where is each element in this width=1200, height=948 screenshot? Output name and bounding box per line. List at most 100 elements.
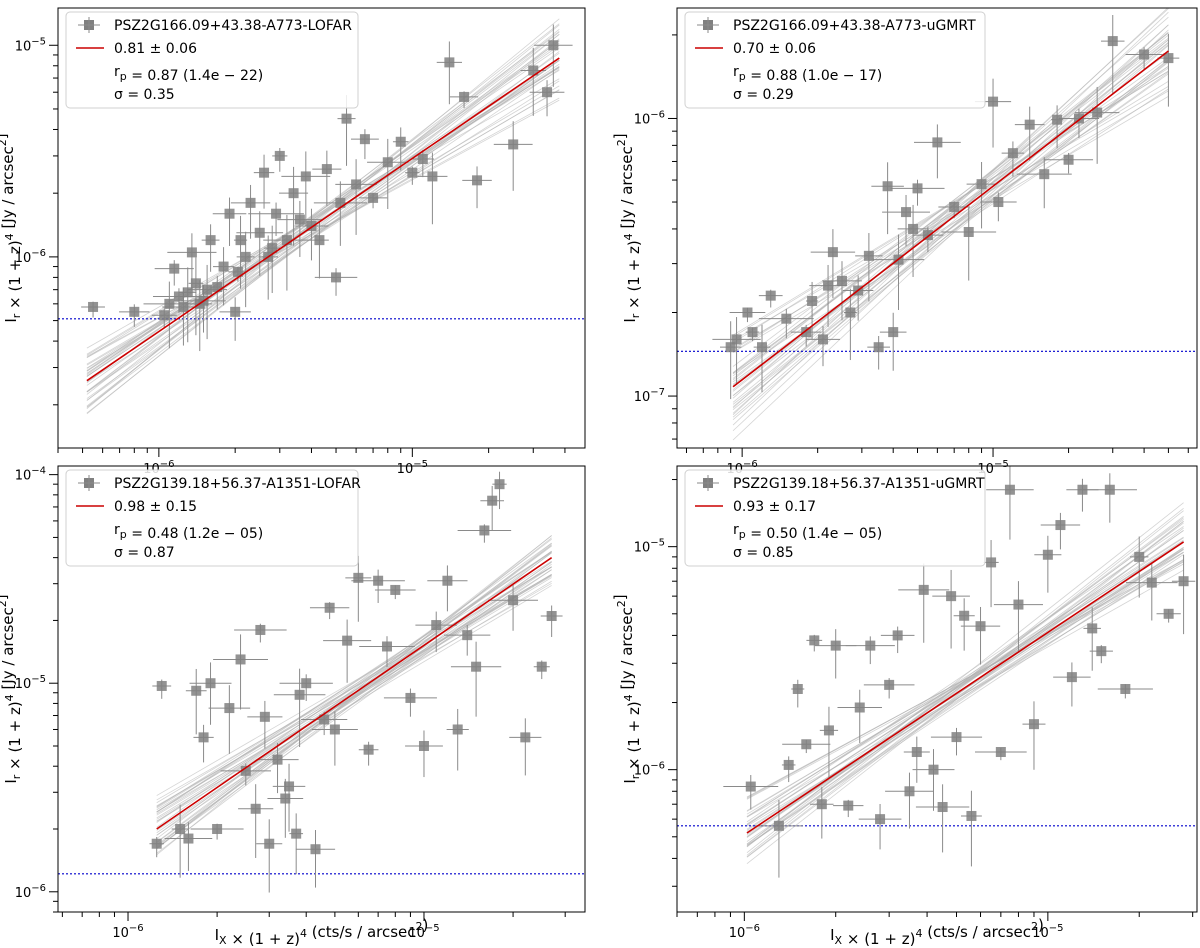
y-axis-label: Ir × (1 + z)4 [Jy / arcsec2] — [0, 594, 24, 783]
data-point — [747, 327, 758, 338]
legend-correlation-label: rp = 0.87 (1.4e − 22) — [114, 64, 263, 84]
data-point — [966, 810, 977, 821]
legend-fit-label: 0.98 ± 0.15 — [114, 499, 197, 515]
data-point — [817, 334, 828, 345]
bootstrap-line — [732, 88, 1169, 375]
data-point — [390, 584, 401, 595]
data-point — [932, 137, 943, 148]
y-tick-label: 10−6 — [15, 248, 46, 266]
data-point — [245, 197, 256, 208]
data-point — [294, 214, 305, 225]
legend-series-label: PSZ2G166.09+43.38-A773-uGMRT — [733, 18, 976, 34]
bootstrap-line — [746, 529, 1184, 838]
x-tick-label: 10−5 — [397, 459, 428, 477]
data-point — [373, 575, 384, 586]
data-point — [351, 179, 362, 190]
legend: PSZ2G139.18+56.37-A1351-uGMRT 0.93 ± 0.17… — [684, 469, 986, 567]
data-point — [319, 714, 330, 725]
bootstrap-line — [86, 80, 560, 383]
x-tick-label: 10−5 — [408, 923, 439, 941]
data-point — [353, 572, 364, 583]
bootstrap-line — [156, 543, 552, 849]
data-point — [1039, 169, 1050, 180]
data-point — [1120, 684, 1131, 694]
bootstrap-line — [156, 575, 552, 807]
data-point — [274, 150, 285, 161]
data-point — [548, 40, 559, 51]
data-point — [1163, 608, 1174, 619]
data-point — [395, 136, 406, 147]
data-point — [235, 235, 246, 246]
data-point — [169, 263, 180, 274]
data-point — [959, 610, 970, 621]
plot-area — [58, 18, 585, 415]
data-point — [186, 247, 197, 258]
data-point — [272, 754, 283, 765]
data-point — [863, 250, 874, 261]
data-point — [301, 678, 312, 689]
data-point — [1092, 107, 1103, 118]
data-point — [382, 157, 393, 168]
x-axis-label: IX × (1 + z)4 (cts/s / arcsec2) — [215, 916, 429, 948]
data-point — [843, 800, 854, 811]
legend-correlation-label: rp = 0.50 (1.4e − 05) — [733, 522, 882, 542]
fit-line — [746, 541, 1185, 834]
bootstrap-line — [746, 536, 1184, 818]
data-point — [988, 96, 999, 107]
data-point — [865, 640, 876, 651]
data-point — [745, 781, 756, 792]
data-point — [151, 838, 162, 849]
data-point — [418, 740, 429, 751]
bootstrap-line — [746, 554, 1184, 846]
data-point — [250, 803, 261, 814]
data-point — [1024, 119, 1035, 130]
bootstrap-line — [86, 66, 560, 377]
data-point — [742, 307, 753, 318]
data-point — [182, 287, 193, 298]
data-point — [341, 113, 352, 124]
data-point — [1134, 551, 1145, 562]
data-point — [164, 298, 175, 309]
data-point — [281, 235, 292, 246]
data-point — [993, 197, 1004, 208]
fit-line — [732, 50, 1169, 388]
data-point — [830, 640, 841, 651]
data-point — [1139, 49, 1150, 60]
y-tick-label: 10−6 — [634, 761, 665, 779]
legend-correlation-label: rp = 0.88 (1.0e − 17) — [733, 64, 882, 84]
data-point — [1004, 484, 1015, 495]
bootstrap-line — [746, 522, 1184, 847]
y-axis-label: Ir × (1 + z)4 [Jy / arcsec2] — [611, 594, 643, 783]
data-point — [976, 179, 987, 190]
bootstrap-line — [156, 566, 552, 804]
plot-frame — [57, 465, 586, 913]
x-tick-label: 10−6 — [729, 923, 760, 941]
data-point — [1052, 114, 1063, 125]
data-point — [255, 624, 266, 635]
data-point — [368, 192, 379, 203]
data-point — [912, 183, 923, 194]
data-point — [190, 278, 201, 289]
data-point — [1163, 53, 1174, 64]
data-point — [757, 342, 768, 353]
x-tick-label: 10−5 — [1032, 923, 1063, 941]
bootstrap-line — [156, 544, 552, 836]
data-point — [765, 290, 776, 301]
data-point — [836, 275, 847, 286]
plot-area — [58, 471, 585, 893]
data-point — [528, 65, 539, 76]
plot-frame — [57, 7, 586, 449]
data-point — [202, 284, 213, 295]
legend-scatter-label: σ = 0.85 — [733, 545, 794, 561]
data-point — [963, 226, 974, 237]
data-point — [335, 197, 346, 208]
bootstrap-line — [156, 580, 552, 820]
data-point — [949, 201, 960, 212]
data-point — [267, 243, 278, 254]
data-point — [911, 747, 922, 758]
data-point — [951, 732, 962, 743]
data-point — [294, 689, 305, 700]
plot-frame — [676, 465, 1198, 913]
data-point — [224, 208, 235, 219]
bootstrap-line — [86, 89, 560, 366]
